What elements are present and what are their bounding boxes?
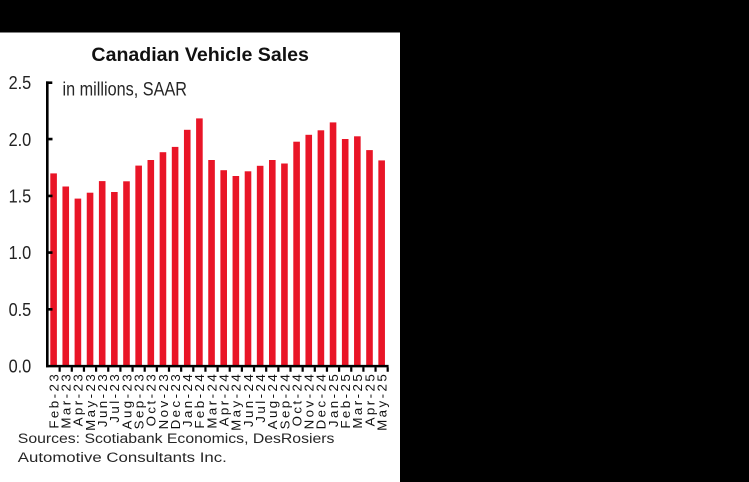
- svg-text:Mar-25: Mar-25: [350, 372, 365, 429]
- svg-text:Apr-25: Apr-25: [362, 372, 377, 427]
- svg-text:Oct-24: Oct-24: [289, 372, 304, 427]
- svg-text:Oct-23: Oct-23: [144, 372, 159, 427]
- svg-text:Jul-23: Jul-23: [107, 372, 122, 423]
- svg-text:Jun-24: Jun-24: [241, 372, 256, 427]
- svg-text:2.5: 2.5: [9, 72, 32, 93]
- svg-text:Nov-24: Nov-24: [302, 372, 317, 430]
- svg-text:Aug-24: Aug-24: [265, 372, 280, 430]
- svg-text:1.0: 1.0: [9, 242, 32, 263]
- svg-text:Feb-23: Feb-23: [46, 372, 61, 429]
- svg-text:Jul-24: Jul-24: [253, 372, 268, 423]
- svg-text:1.5: 1.5: [9, 186, 32, 207]
- svg-text:Aug-23: Aug-23: [119, 372, 134, 430]
- svg-text:Jan-25: Jan-25: [326, 372, 341, 427]
- svg-text:Feb-25: Feb-25: [338, 372, 353, 429]
- svg-text:May-24: May-24: [229, 372, 244, 431]
- svg-text:May-25: May-25: [374, 372, 389, 431]
- svg-text:Sep-24: Sep-24: [277, 372, 292, 430]
- svg-text:Sources: Scotiabank Economics,: Sources: Scotiabank Economics, DesRosier…: [18, 432, 335, 447]
- svg-text:Feb-24: Feb-24: [192, 372, 207, 429]
- svg-text:Jan-24: Jan-24: [180, 372, 195, 427]
- svg-text:Jun-23: Jun-23: [95, 372, 110, 427]
- svg-text:May-23: May-23: [83, 372, 98, 431]
- svg-text:Canadian Vehicle Sales: Canadian Vehicle Sales: [91, 44, 309, 66]
- svg-text:2.0: 2.0: [9, 129, 32, 150]
- svg-text:Dec-24: Dec-24: [314, 372, 329, 430]
- svg-text:0.0: 0.0: [9, 356, 32, 377]
- svg-text:Sep-23: Sep-23: [131, 372, 146, 430]
- svg-text:Nov-23: Nov-23: [156, 372, 171, 430]
- svg-text:Apr-24: Apr-24: [217, 372, 232, 427]
- svg-text:Dec-23: Dec-23: [168, 372, 183, 430]
- svg-text:Mar-24: Mar-24: [204, 372, 219, 429]
- svg-text:Apr-23: Apr-23: [71, 372, 86, 427]
- svg-text:in millions, SAAR: in millions, SAAR: [63, 80, 188, 101]
- svg-text:0.5: 0.5: [9, 299, 32, 320]
- svg-text:Mar-23: Mar-23: [59, 372, 74, 429]
- svg-text:Automotive Consultants Inc.: Automotive Consultants Inc.: [18, 450, 227, 465]
